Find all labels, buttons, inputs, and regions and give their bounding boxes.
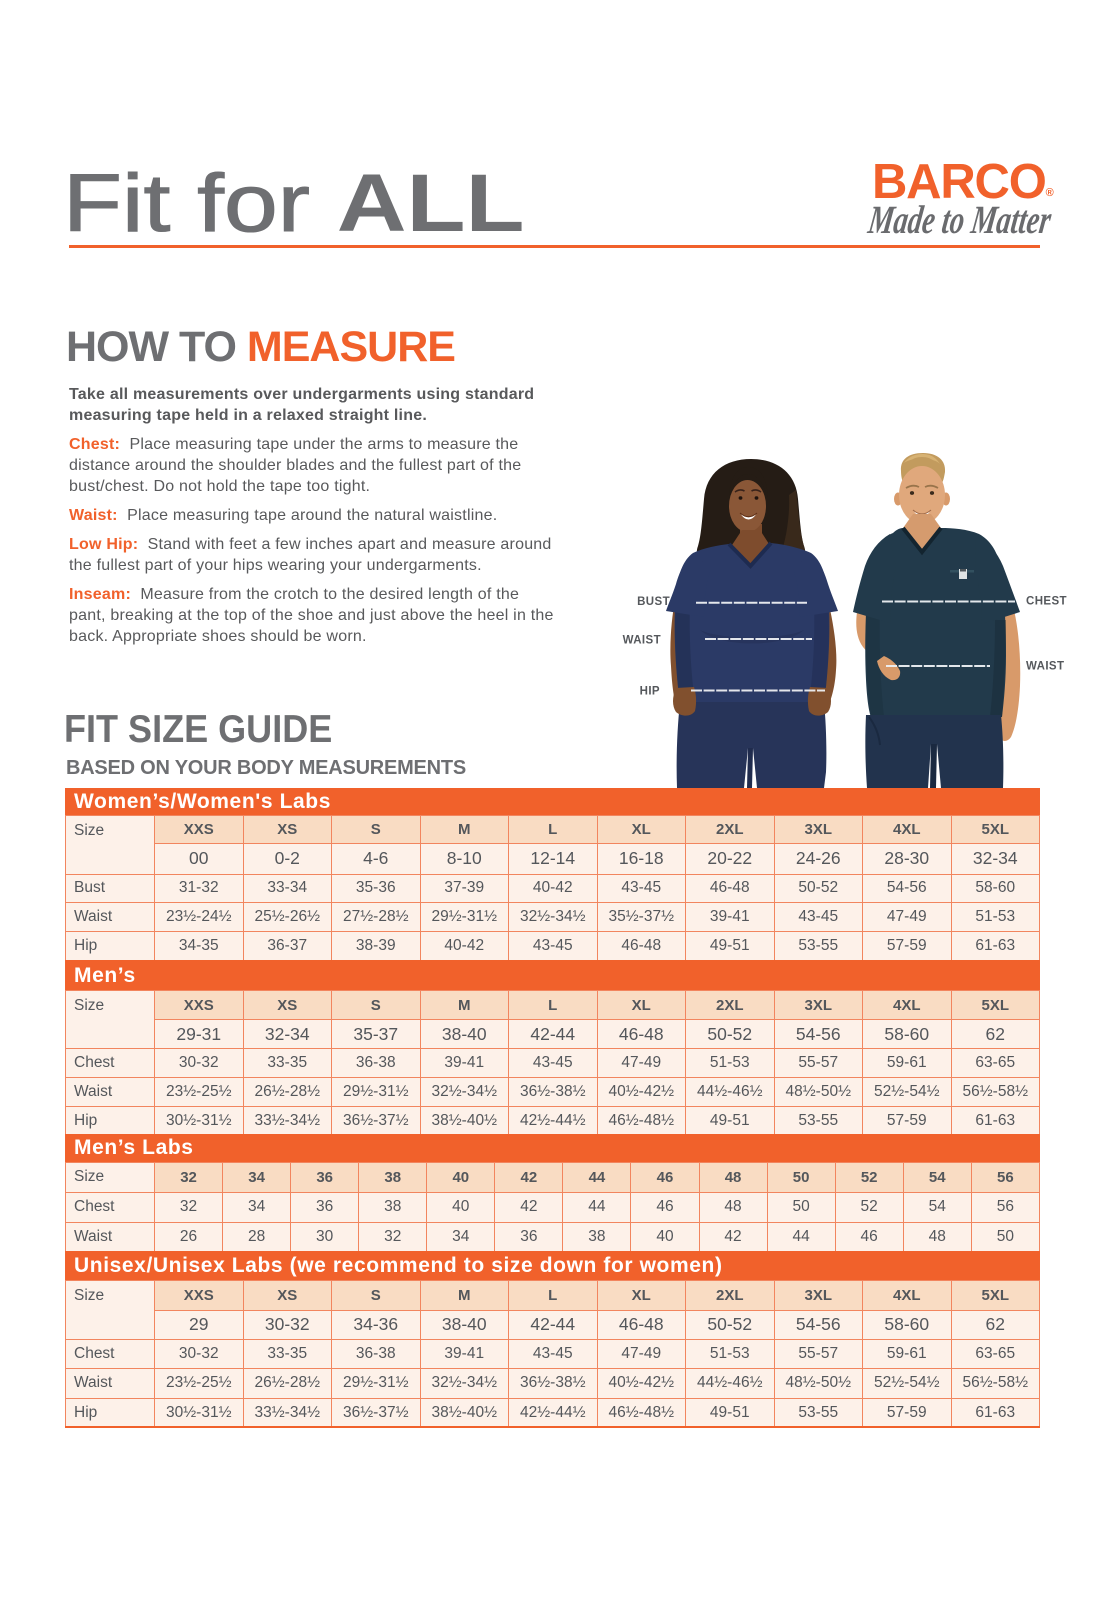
- svg-text:BUST: BUST: [637, 596, 670, 608]
- svg-text:WAIST: WAIST: [1026, 661, 1064, 673]
- svg-text:HIP: HIP: [640, 686, 660, 698]
- svg-text:CHEST: CHEST: [1026, 596, 1067, 608]
- svg-text:WAIST: WAIST: [623, 635, 661, 647]
